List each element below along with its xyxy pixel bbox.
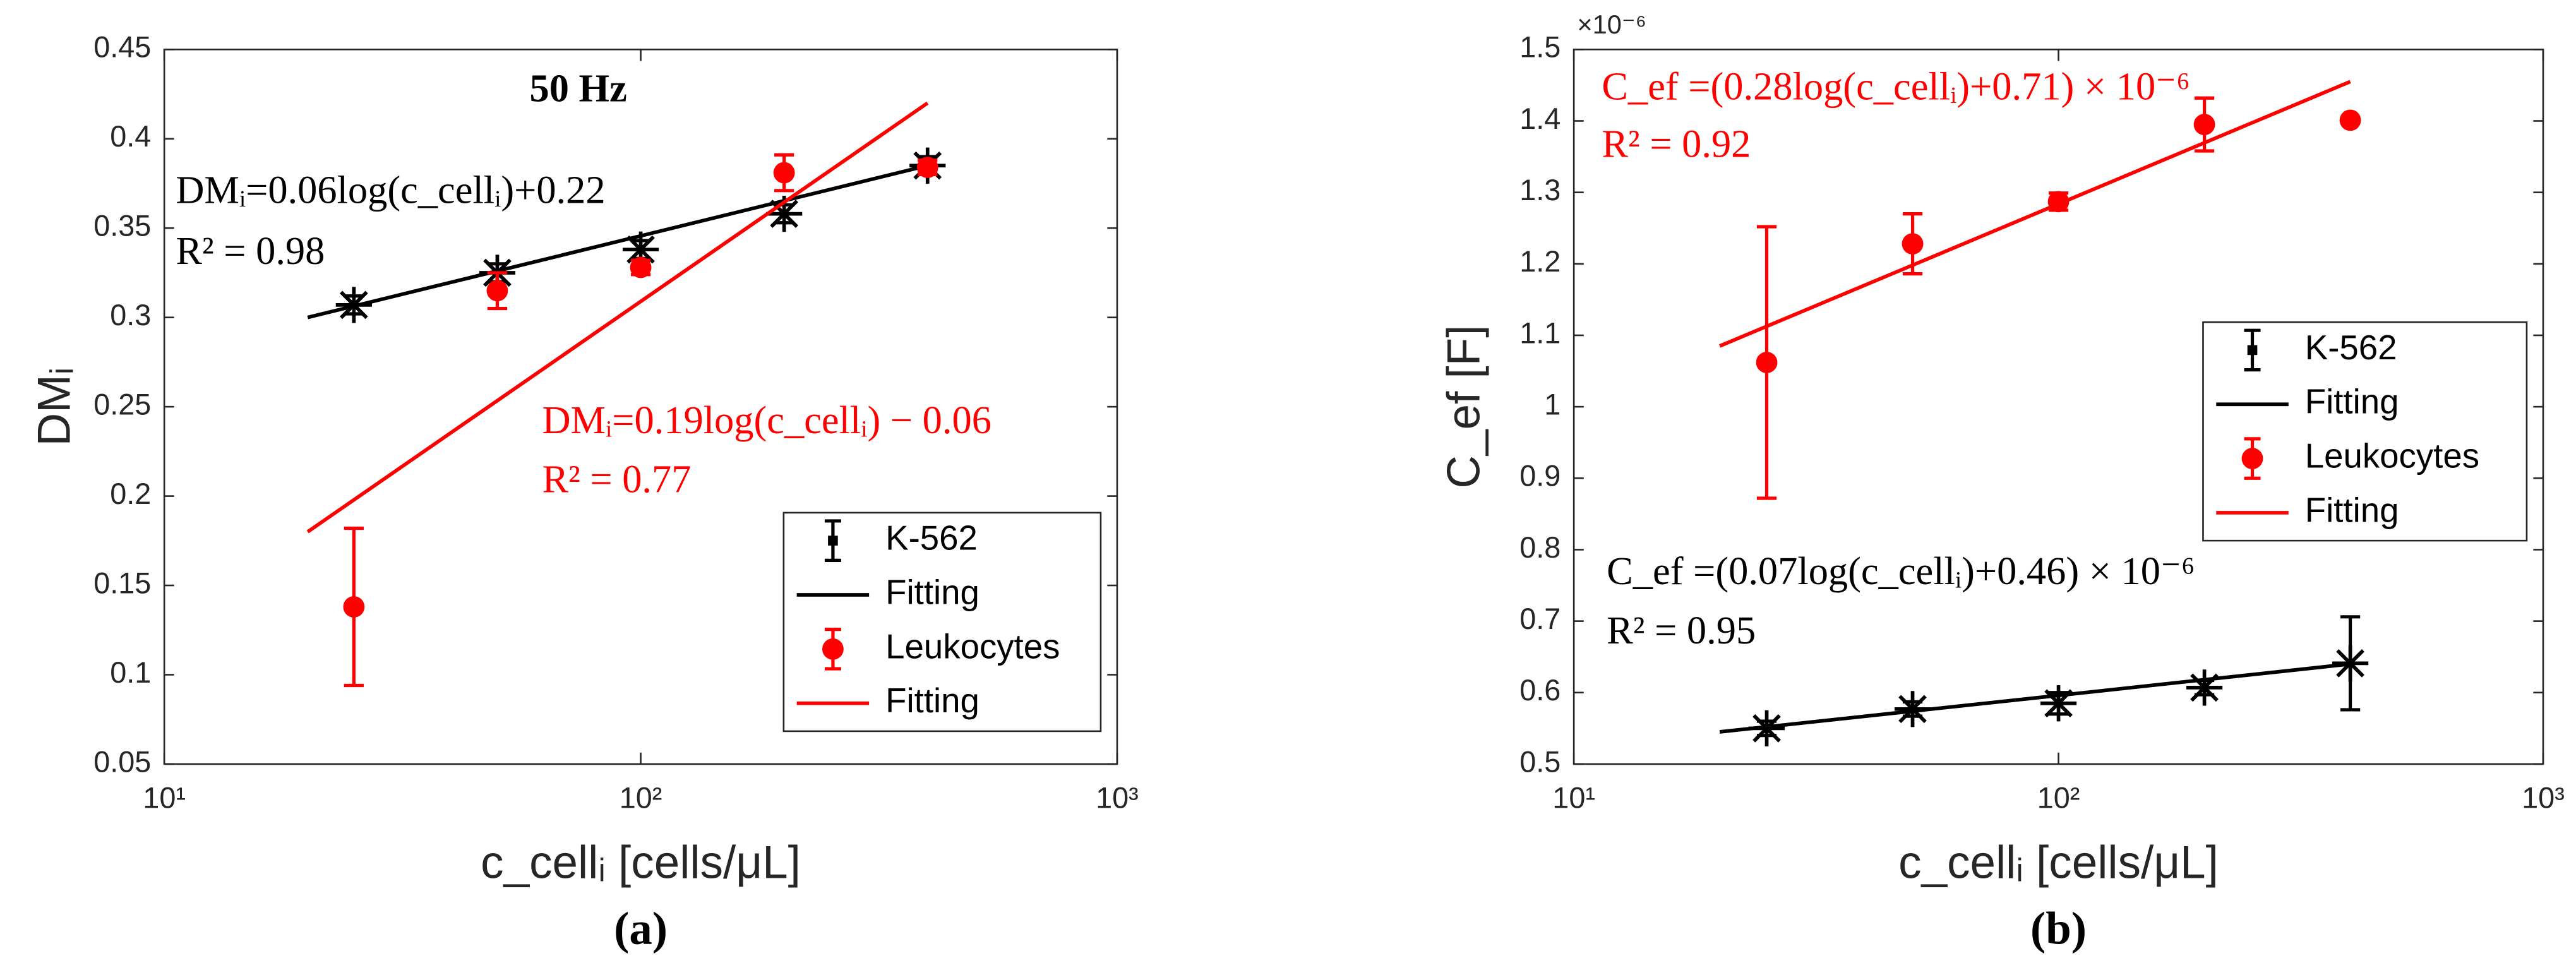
y-axis-label: C_ef [F] <box>1438 325 1489 489</box>
y-tick-label: 0.5 <box>1519 745 1561 778</box>
legend: K-562 Fitting Leukocytes Fitting <box>782 511 1102 733</box>
circle-marker <box>916 157 938 178</box>
star-marker <box>2040 685 2077 722</box>
annotation: DMᵢ=0.19log(c_cellᵢ) − 0.06 <box>542 398 991 442</box>
annotation: R² = 0.92 <box>1602 122 1751 166</box>
y-tick-label: 0.7 <box>1519 602 1561 635</box>
star-marker <box>2332 645 2369 681</box>
circle-marker <box>773 162 795 184</box>
y-tick-label: 0.45 <box>93 31 151 64</box>
y-tick-label: 0.3 <box>110 299 151 332</box>
annotation: R² = 0.98 <box>176 229 325 273</box>
legend-label: Fitting <box>2305 491 2399 529</box>
circle-marker <box>2193 114 2215 136</box>
x-axis-label: c_cellᵢ [cells/μL] <box>1898 837 2219 888</box>
x-tick-label: 10³ <box>2522 782 2565 815</box>
x-tick-label: 10¹ <box>1552 782 1595 815</box>
legend-box <box>782 511 1102 733</box>
legend-label: Fitting <box>2305 383 2399 421</box>
legend-label: Fitting <box>885 681 979 720</box>
y-tick-label: 1.2 <box>1519 245 1561 278</box>
star-marker <box>2186 669 2223 706</box>
legend-label: Fitting <box>885 573 979 611</box>
y-tick-label: 1.1 <box>1519 316 1561 349</box>
circle-marker <box>630 256 652 278</box>
legend-marker <box>822 638 844 660</box>
fit-line <box>1719 662 2351 734</box>
legend: K-562 Fitting Leukocytes Fitting <box>2202 321 2528 542</box>
caption: (b) <box>2030 903 2087 954</box>
y-tick-label: 1 <box>1544 388 1561 421</box>
legend-marker <box>2241 448 2263 469</box>
star-stroke <box>770 200 798 228</box>
annotation: C_ef =(0.07log(c_cellᵢ)+0.46) × 10⁻⁶ <box>1607 549 2195 593</box>
y-tick-label: 0.05 <box>93 745 151 778</box>
fit-line <box>1719 80 2351 348</box>
fit-line <box>307 164 928 320</box>
x-tick-label: 10² <box>2037 782 2080 815</box>
chart-title: 50 Hz <box>530 66 627 110</box>
y-tick-label: 0.35 <box>93 210 151 242</box>
annotation: R² = 0.77 <box>542 457 691 501</box>
panel: 0.05 0.1 0.15 0.2 0.25 0.3 0.35 0.4 0.45 10¹ 10² 10… <box>28 31 1139 954</box>
y-tick-label: 0.6 <box>1519 674 1561 707</box>
y-tick-label: 0.15 <box>93 566 151 599</box>
star-stroke <box>2336 649 2364 678</box>
circle-marker <box>1756 352 1778 373</box>
x-axis-label: c_cellᵢ [cells/μL] <box>481 837 801 888</box>
legend-label: K-562 <box>2305 328 2397 367</box>
legend-label: K-562 <box>885 519 978 558</box>
y-tick-label: 1.5 <box>1519 31 1561 64</box>
caption: (a) <box>614 903 668 954</box>
legend-label: Leukocytes <box>885 627 1060 666</box>
annotation: R² = 0.95 <box>1607 608 1756 652</box>
y-multiplier: ×10⁻⁶ <box>1577 9 1646 39</box>
annotation: DMᵢ=0.06log(c_cellᵢ)+0.22 <box>176 168 605 212</box>
y-tick-label: 0.8 <box>1519 531 1561 564</box>
y-tick-label: 1.3 <box>1519 174 1561 206</box>
legend-box <box>2202 321 2528 542</box>
annotation: C_ef =(0.28log(c_cellᵢ)+0.71) × 10⁻⁶ <box>1602 64 2190 109</box>
y-axis-label: DMᵢ <box>28 368 80 446</box>
y-tick-label: 0.4 <box>110 120 151 153</box>
x-tick-label: 10³ <box>1096 782 1139 815</box>
legend-marker <box>828 535 838 546</box>
y-tick-label: 0.9 <box>1519 460 1561 493</box>
x-tick-label: 10² <box>620 782 662 815</box>
fit-line <box>306 101 929 534</box>
circle-marker <box>486 280 508 302</box>
star-stroke <box>1898 695 1927 724</box>
star-stroke <box>626 235 655 264</box>
panel: 0.5 0.6 0.7 0.8 0.9 1 1.1 1.2 1.3 1.4 1.5 10¹ 10² 10³… <box>1438 9 2565 954</box>
y-tick-label: 0.2 <box>110 477 151 510</box>
circle-marker <box>343 596 365 618</box>
y-tick-label: 0.1 <box>110 656 151 689</box>
circle-marker <box>1902 233 1924 255</box>
circle-marker <box>2339 109 2361 131</box>
y-tick-label: 1.4 <box>1519 102 1561 135</box>
legend-label: Leukocytes <box>2305 437 2479 476</box>
legend-marker <box>2247 345 2258 356</box>
y-tick-label: 0.25 <box>93 388 151 421</box>
x-tick-label: 10¹ <box>143 782 186 815</box>
